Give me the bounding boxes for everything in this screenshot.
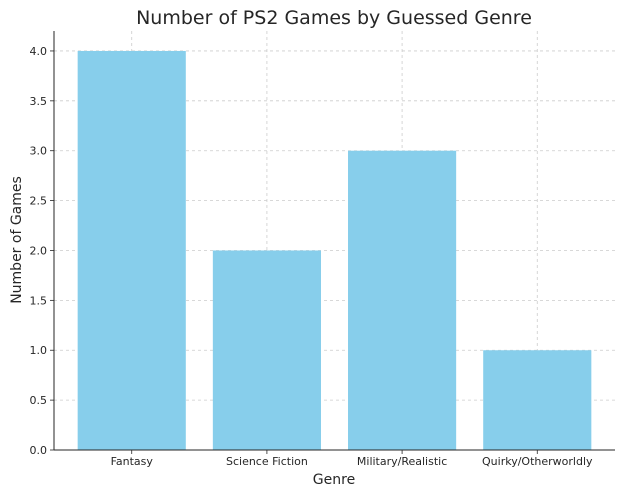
bar-fantasy [77, 50, 186, 450]
x-tick-label: Quirky/Otherworldly [482, 455, 593, 468]
x-tick-label: Military/Realistic [357, 455, 447, 468]
x-tick-label: Fantasy [111, 455, 154, 468]
bars-layer [77, 50, 592, 450]
y-tick-label: 4.0 [30, 45, 48, 58]
y-axis-label: Number of Games [9, 176, 25, 304]
y-tick-label: 2.0 [30, 244, 48, 257]
chart-title: Number of PS2 Games by Guessed Genre [136, 7, 532, 29]
bar-military-realistic [348, 150, 457, 450]
x-axis-label: Genre [313, 472, 355, 488]
bar-quirky-otherworldly [483, 350, 592, 450]
y-tick-label: 3.5 [30, 95, 48, 108]
y-tick-label: 3.0 [30, 145, 48, 158]
y-tick-label: 2.5 [30, 195, 48, 208]
y-tick-label: 1.5 [30, 294, 48, 307]
bar-science-fiction [212, 250, 321, 450]
x-tick-label: Science Fiction [226, 455, 308, 468]
y-tick-label: 0.5 [30, 394, 48, 407]
y-tick-label: 0.0 [30, 444, 48, 457]
ticks-layer: 0.0 0.5 1.0 1.5 2.0 2.5 3.0 3.5 4.0 Fantasy Scienc… [30, 45, 594, 468]
y-tick-label: 1.0 [30, 344, 48, 357]
